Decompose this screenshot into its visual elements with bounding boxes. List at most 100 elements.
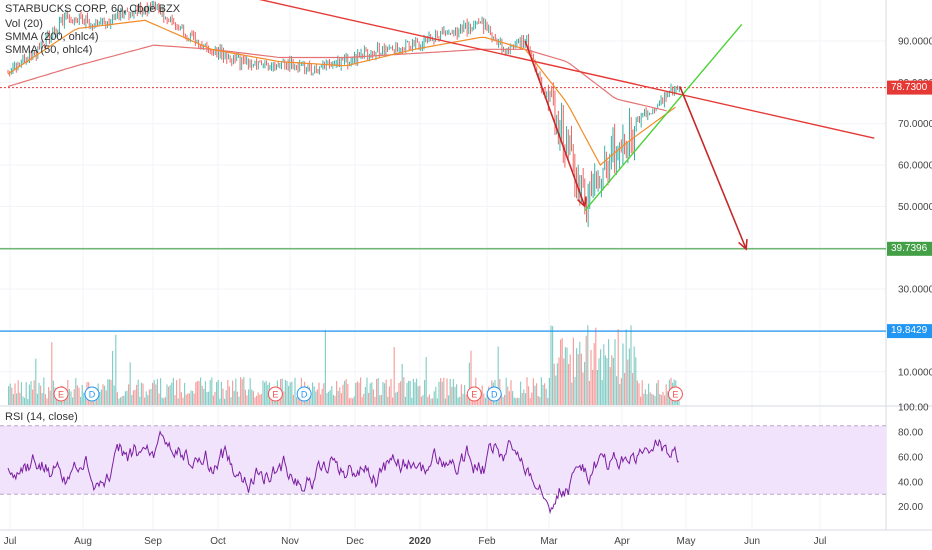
- price-tag-current: 78.7300: [891, 81, 928, 93]
- volume-bar: [502, 396, 504, 405]
- volume-bar: [388, 386, 390, 405]
- volume-bar: [219, 398, 221, 405]
- volume-bar: [134, 389, 136, 405]
- volume-bar: [198, 380, 200, 405]
- volume-bar: [651, 393, 653, 405]
- volume-bar: [556, 363, 558, 405]
- volume-bar: [176, 380, 178, 405]
- volume-bar: [523, 389, 525, 405]
- volume-bar: [164, 396, 166, 405]
- x-tick-label: Nov: [281, 536, 299, 547]
- volume-bar: [459, 396, 461, 405]
- drop-arrow-head: [576, 196, 587, 209]
- volume-bar: [643, 393, 645, 405]
- volume-bar: [548, 377, 550, 405]
- volume-bar: [513, 397, 515, 405]
- volume-bar: [385, 379, 387, 405]
- volume-bar: [532, 378, 534, 405]
- volume-bar: [524, 393, 526, 405]
- volume-bar: [593, 343, 595, 405]
- volume-bar: [444, 398, 446, 405]
- volume-bar: [436, 398, 438, 405]
- volume-bar: [179, 378, 181, 405]
- volume-bar: [635, 357, 637, 405]
- volume-bar: [619, 383, 621, 405]
- volume-bar: [132, 390, 134, 405]
- volume-bar: [585, 335, 587, 405]
- volume-bar: [204, 381, 206, 405]
- volume-bar: [28, 384, 30, 405]
- volume-bar: [265, 380, 267, 405]
- volume-bar: [136, 384, 138, 405]
- volume-bar: [544, 383, 546, 405]
- volume-bar: [387, 396, 389, 405]
- volume-bar: [46, 398, 48, 405]
- volume-bar: [664, 395, 666, 405]
- volume-bar: [52, 380, 54, 405]
- volume-bar: [411, 397, 413, 405]
- volume-bar: [630, 325, 632, 405]
- volume-bar: [588, 380, 590, 405]
- volume-bar: [363, 393, 365, 405]
- volume-bar: [145, 391, 147, 405]
- volume-bar: [449, 378, 451, 405]
- volume-bar: [216, 381, 218, 405]
- volume-bar: [344, 380, 346, 405]
- volume-bar: [480, 395, 482, 405]
- volume-bar: [432, 398, 434, 405]
- x-tick-label: Jul: [4, 536, 17, 547]
- volume-bar: [454, 386, 456, 405]
- volume-bar: [657, 380, 659, 405]
- volume-bar: [267, 384, 269, 405]
- volume-bar: [212, 395, 214, 405]
- volume-bar: [433, 391, 435, 405]
- legend-rsi: RSI (14, close): [5, 411, 78, 423]
- rsi-tick-label: 100.00: [898, 403, 929, 414]
- volume-bar: [160, 378, 162, 405]
- volume-bar: [430, 398, 432, 405]
- volume-bar: [48, 387, 50, 405]
- support-trendline: [584, 24, 743, 211]
- volume-bar: [638, 383, 640, 405]
- volume-bar: [660, 395, 662, 405]
- volume-bar: [441, 381, 443, 405]
- volume-bar: [516, 397, 518, 405]
- volume-bar: [315, 391, 317, 405]
- volume-bar: [576, 348, 578, 405]
- volume-bar: [656, 383, 658, 405]
- volume-bar: [478, 395, 480, 405]
- volume-bar: [515, 398, 517, 405]
- volume-bar: [116, 392, 118, 405]
- rsi-tick-label: 80.00: [898, 428, 923, 439]
- volume-bar: [124, 391, 126, 405]
- volume-bar: [316, 389, 318, 405]
- volume-bar: [262, 380, 264, 405]
- smma50-line: [7, 19, 676, 167]
- volume-bar: [137, 379, 139, 405]
- volume-bar: [518, 397, 520, 405]
- volume-bar: [334, 395, 336, 405]
- volume-bar: [484, 397, 486, 405]
- volume-bar: [348, 398, 350, 405]
- volume-bar: [534, 385, 536, 405]
- volume-bar: [200, 377, 202, 405]
- volume-bar: [366, 377, 368, 405]
- volume-bar: [148, 389, 150, 405]
- volume-bar: [222, 388, 224, 405]
- volume-bar: [11, 387, 13, 405]
- volume-bar: [104, 385, 106, 405]
- volume-bar: [361, 397, 363, 405]
- earnings-marker: [53, 386, 69, 402]
- volume-bar: [214, 391, 216, 405]
- volume-bar: [259, 394, 261, 405]
- volume-bar: [347, 383, 349, 405]
- volume-bar: [408, 380, 410, 405]
- volume-bar: [38, 382, 40, 405]
- rsi-band: [0, 425, 886, 495]
- volume-bar: [616, 376, 618, 405]
- volume-bar: [416, 378, 418, 405]
- earnings-marker-label: E: [58, 390, 64, 400]
- volume-bar: [225, 390, 227, 405]
- price-tag-bg: [887, 241, 932, 256]
